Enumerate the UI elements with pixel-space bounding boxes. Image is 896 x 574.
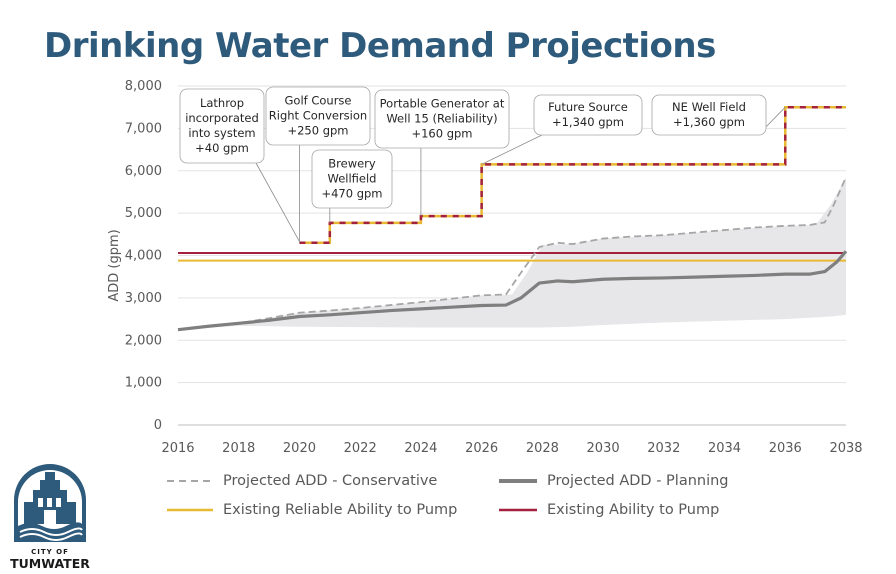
annotation-text: Well 15 (Reliability) bbox=[386, 112, 497, 126]
annotation-ne-well-field: NE Well Field+1,360 gpm bbox=[651, 94, 786, 136]
x-tick-label: 2018 bbox=[222, 441, 255, 456]
x-tick-label: 2030 bbox=[587, 441, 620, 456]
annotation-text: into system bbox=[188, 126, 255, 140]
y-tick-label: 4,000 bbox=[125, 249, 162, 264]
projection-band-area bbox=[178, 177, 846, 330]
y-tick-label: 5,000 bbox=[125, 206, 162, 221]
legend-item-reliable: Existing Reliable Ability to Pump bbox=[165, 502, 457, 518]
logo-city-of: CITY OF bbox=[31, 548, 69, 556]
x-tick-label: 2032 bbox=[647, 441, 680, 456]
y-tick-label: 2,000 bbox=[125, 333, 162, 348]
x-tick-label: 2028 bbox=[526, 441, 559, 456]
legend-label-planning: Projected ADD - Planning bbox=[547, 473, 729, 489]
annotation-text: Lathrop bbox=[200, 96, 244, 110]
annotation-text: Right Conversion bbox=[269, 109, 367, 123]
logo-emblem bbox=[14, 464, 86, 542]
annotation-text: Future Source bbox=[548, 100, 628, 114]
y-tick-label: 7,000 bbox=[125, 121, 162, 136]
annotation-text: +1,340 gpm bbox=[552, 115, 624, 129]
annotation-text: +250 gpm bbox=[287, 124, 348, 138]
annotation-text: +1,360 gpm bbox=[673, 115, 745, 129]
x-tick-label: 2022 bbox=[344, 441, 377, 456]
legend-label-ability: Existing Ability to Pump bbox=[547, 502, 720, 518]
page-title: Drinking Water Demand Projections bbox=[44, 26, 716, 66]
y-tick-label: 1,000 bbox=[125, 376, 162, 391]
x-tick-label: 2038 bbox=[829, 441, 862, 456]
x-tick-label: 2020 bbox=[283, 441, 316, 456]
axes: 0 1,000 2,000 3,000 4,000 5,000 6,000 7,000 8,00… bbox=[107, 79, 863, 456]
x-tick-label: 2026 bbox=[465, 441, 498, 456]
annotation-text: Brewery bbox=[328, 157, 376, 171]
legend-label-reliable: Existing Reliable Ability to Pump bbox=[223, 502, 458, 518]
annotation-text: Golf Course bbox=[285, 94, 352, 108]
series-planning-line bbox=[177, 250, 848, 332]
annotation-box bbox=[265, 86, 371, 146]
legend-item-planning: Projected ADD - Planning bbox=[497, 473, 729, 489]
y-tick-label: 6,000 bbox=[125, 164, 162, 179]
x-tick-label: 2036 bbox=[769, 441, 802, 456]
annotation-box bbox=[533, 94, 643, 136]
series-lines bbox=[177, 105, 848, 332]
series-conservative-line bbox=[177, 176, 847, 331]
annotation-text: Portable Generator at bbox=[380, 97, 505, 111]
legend-item-conservative: Projected ADD - Conservative bbox=[165, 473, 437, 489]
legend-item-ability: Existing Ability to Pump bbox=[497, 502, 719, 518]
annotation-text: incorporated bbox=[185, 111, 259, 125]
y-axis-label: ADD (gpm) bbox=[107, 229, 122, 301]
annotation-text: +40 gpm bbox=[195, 141, 249, 155]
x-tick-label: 2034 bbox=[708, 441, 741, 456]
annotation-text: NE Well Field bbox=[672, 100, 746, 114]
x-tick-label: 2024 bbox=[404, 441, 437, 456]
legend-label-conservative: Projected ADD - Conservative bbox=[223, 473, 438, 489]
annotation-text: +160 gpm bbox=[411, 127, 472, 141]
annotation-future-source: Future Source+1,340 gpm bbox=[481, 94, 643, 165]
annotation-box bbox=[651, 94, 767, 136]
y-tick-label: 0 bbox=[154, 418, 162, 433]
annotation-leader bbox=[481, 134, 543, 165]
annotation-leader bbox=[255, 162, 300, 242]
legend: Projected ADD - Conservative Projected A… bbox=[165, 473, 865, 523]
y-tick-label: 8,000 bbox=[125, 79, 162, 94]
series-capacity-step-dash bbox=[299, 105, 846, 245]
annotation-text: Wellfield bbox=[328, 172, 377, 186]
projection-band bbox=[178, 177, 846, 330]
logo-tumwater: TUMWATER bbox=[10, 556, 90, 571]
annotation-box bbox=[179, 88, 265, 164]
annotation-box bbox=[311, 149, 393, 209]
x-tick-label: 2016 bbox=[161, 441, 194, 456]
annotation-box bbox=[374, 89, 510, 149]
tumwater-logo: CITY OF TUMWATER bbox=[6, 460, 94, 571]
annotation-text: +470 gpm bbox=[321, 187, 382, 201]
y-tick-label: 3,000 bbox=[125, 291, 162, 306]
